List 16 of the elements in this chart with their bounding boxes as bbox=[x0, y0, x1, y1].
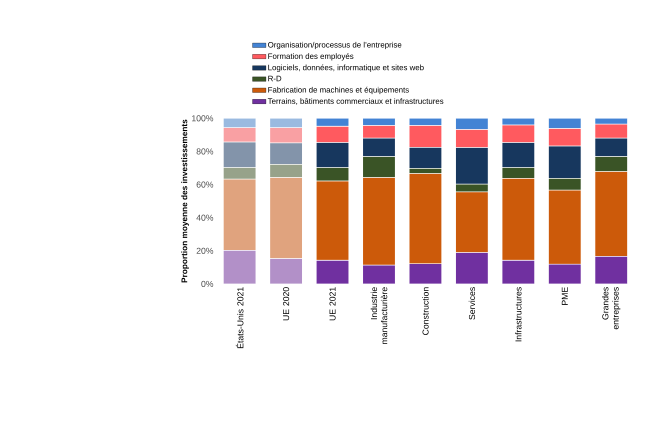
y-tick-label: 80% bbox=[196, 148, 214, 154]
y-tick-label: 20% bbox=[196, 248, 214, 254]
y-axis-title: Proportion moyenne des investissements bbox=[181, 120, 189, 282]
y-tick-label: 100% bbox=[192, 115, 214, 122]
x-tick-label: Services bbox=[468, 287, 476, 320]
x-tick-label: États-Unis 2021 bbox=[236, 287, 244, 348]
x-tick-label: Grandes entreprises bbox=[602, 287, 620, 330]
x-tick-label: PME bbox=[562, 287, 568, 305]
x-tick-label: Infrastructures bbox=[515, 287, 522, 342]
y-tick-label: 60% bbox=[196, 181, 214, 188]
y-tick-label: 0% bbox=[201, 280, 214, 287]
x-tick-label: UE 2020 bbox=[283, 287, 290, 320]
y-tick-label: 40% bbox=[196, 214, 214, 221]
x-tick-label: UE 2021 bbox=[329, 287, 336, 320]
x-tick-label: Industrie manufacturière bbox=[370, 287, 388, 344]
x-tick-label: Construction bbox=[422, 287, 429, 335]
